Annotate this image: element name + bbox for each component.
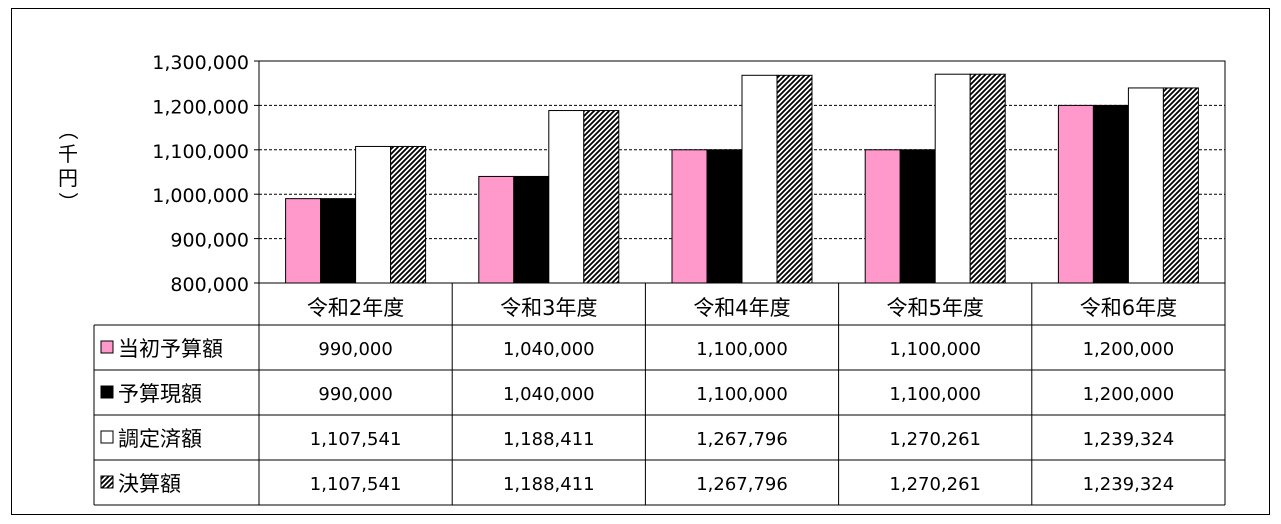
y-axis-label: （千円） (56, 118, 80, 214)
y-tick-label: 1,100,000 (152, 141, 249, 163)
table-value: 1,188,411 (503, 429, 595, 450)
category-label: 令和5年度 (887, 296, 984, 320)
table-value: 1,239,324 (1083, 429, 1175, 450)
bar-black (320, 198, 357, 284)
bar-pink (1057, 104, 1094, 284)
bar-black (1092, 104, 1129, 284)
table-value: 1,239,324 (1083, 474, 1175, 495)
table-value: 1,040,000 (503, 339, 595, 360)
legend-key-hatch (100, 475, 114, 489)
table-value: 1,100,000 (696, 339, 788, 360)
table-value: 1,200,000 (1083, 384, 1175, 405)
bar-white (934, 73, 971, 284)
plot-area-border (258, 60, 1226, 284)
y-tick-label: 900,000 (170, 230, 249, 252)
legend-label: 決算額 (118, 472, 181, 496)
table-value: 1,107,541 (310, 474, 402, 495)
table-value: 1,267,796 (696, 429, 788, 450)
legend-label: 当初予算額 (118, 337, 223, 361)
bar-white (741, 74, 778, 284)
bar-hatch (1162, 87, 1199, 284)
bar-white (1127, 87, 1164, 284)
bar-white (355, 145, 392, 284)
table-value: 1,107,541 (310, 429, 402, 450)
y-axis-label-char: 円 (58, 166, 78, 190)
bar-pink (671, 149, 708, 284)
bar-white (548, 110, 585, 284)
category-label: 令和6年度 (1080, 296, 1177, 320)
legend-key-white (100, 430, 114, 444)
category-label: 令和4年度 (693, 296, 790, 320)
bar-black (513, 175, 550, 284)
table-value: 1,188,411 (503, 474, 595, 495)
bar-pink (285, 198, 322, 284)
category-label: 令和3年度 (500, 296, 597, 320)
bar-hatch (776, 74, 813, 284)
table-value: 1,040,000 (503, 384, 595, 405)
legend-label: 調定済額 (118, 427, 202, 451)
bar-black (899, 149, 936, 284)
bar-hatch (969, 73, 1006, 284)
y-tick-label: 1,000,000 (152, 185, 249, 207)
y-tick-label: 800,000 (170, 274, 249, 296)
bar-hatch (583, 110, 620, 284)
table-value: 1,270,261 (889, 429, 981, 450)
table-value: 1,100,000 (696, 384, 788, 405)
legend-key-black (100, 385, 114, 399)
bar-pink (864, 149, 901, 284)
table-value: 1,100,000 (889, 384, 981, 405)
y-tick-label: 1,300,000 (152, 52, 249, 74)
y-axis-label-char: 千 (58, 142, 78, 166)
table-value: 990,000 (318, 339, 392, 360)
table-value: 1,267,796 (696, 474, 788, 495)
legend-label: 予算現額 (118, 382, 202, 406)
bar-hatch (390, 145, 427, 284)
y-tick-label: 1,200,000 (152, 96, 249, 118)
category-label: 令和2年度 (307, 296, 404, 320)
bar-black (706, 149, 743, 284)
table-value: 1,200,000 (1083, 339, 1175, 360)
table-value: 1,270,261 (889, 474, 981, 495)
legend-key-pink (100, 340, 114, 354)
table-value: 990,000 (318, 384, 392, 405)
table-value: 1,100,000 (889, 339, 981, 360)
bar-pink (478, 175, 515, 284)
